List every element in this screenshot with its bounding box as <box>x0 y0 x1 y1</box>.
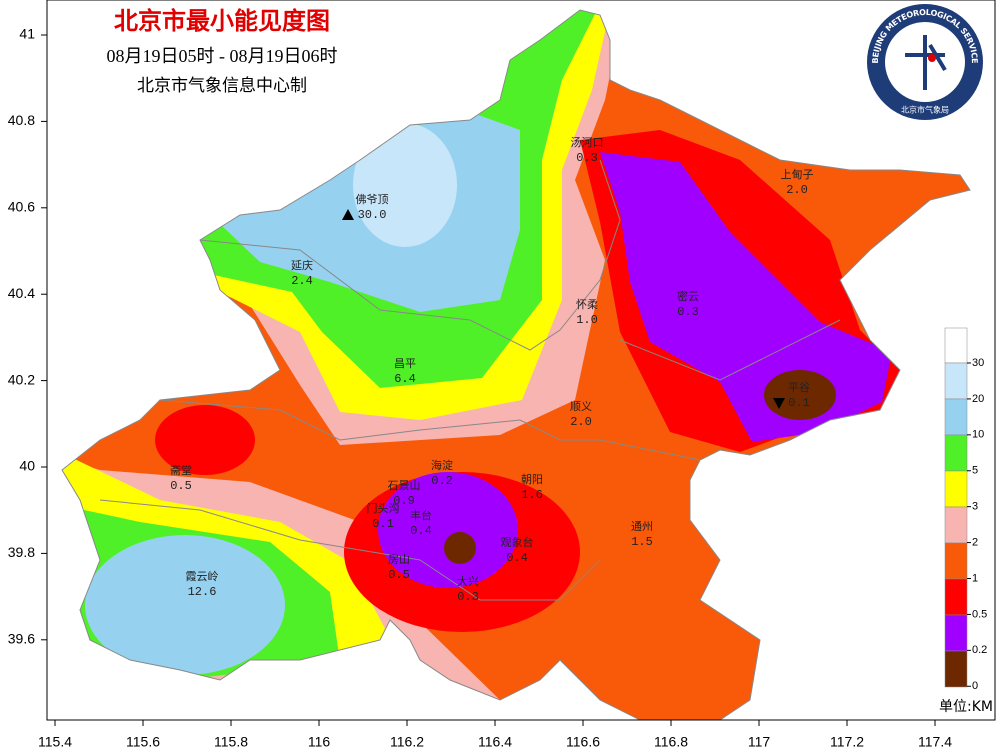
station-value: 1.5 <box>631 535 653 549</box>
issuer: 北京市气象信息中心制 <box>137 76 307 96</box>
station-value: 0.5 <box>388 568 410 582</box>
legend-tick-label: 20 <box>972 393 984 405</box>
station-value: 12.6 <box>188 585 217 599</box>
station-value: 0.5 <box>170 479 192 493</box>
station-name: 海淀 <box>431 458 453 472</box>
station-name: 怀柔 <box>576 298 598 311</box>
station-name: 延庆 <box>291 258 313 272</box>
max-marker <box>342 209 354 220</box>
legend-swatch <box>944 614 968 652</box>
legend-tick-label: 0.5 <box>972 608 987 620</box>
min-marker <box>773 398 785 409</box>
y-tick-label: 40.4 <box>8 285 35 301</box>
axes: 115.4 115.6 115.8 116 116.2 116.4 116.6 116.8 11… <box>8 26 952 750</box>
district-borders <box>61 9 971 721</box>
y-tick-label: 40.8 <box>8 112 35 128</box>
legend-swatch <box>944 362 968 400</box>
x-tick-label: 115.8 <box>214 734 248 750</box>
station-value: 0.2 <box>431 474 453 488</box>
station-value: 0.3 <box>677 305 699 319</box>
legend-tick-label: 3 <box>972 501 978 513</box>
time-range: 08月19日05时 - 08月19日06时 <box>107 46 338 66</box>
y-tick-label: 40.2 <box>8 371 35 387</box>
station-value: 0.1 <box>788 396 810 410</box>
x-tick-label: 117 <box>748 734 771 750</box>
station-name: 顺义 <box>570 400 592 413</box>
x-tick-label: 116.6 <box>566 734 600 750</box>
station-value: 2.4 <box>291 274 313 288</box>
station-name: 斋堂 <box>170 463 192 477</box>
map-title: 北京市最小能见度图 <box>114 7 330 35</box>
x-tick-label: 115.4 <box>38 734 72 750</box>
legend-swatch <box>944 327 968 364</box>
legend-unit: 单位:KM <box>939 699 993 715</box>
station-name: 石景山 <box>388 479 421 492</box>
x-tick-label: 116.4 <box>478 734 512 750</box>
legend-tick-label: 30 <box>972 357 984 369</box>
x-tick-label: 116 <box>308 734 331 750</box>
y-tick-label: 40.6 <box>8 199 35 215</box>
legend-swatch <box>944 578 968 616</box>
station-name: 门头沟 <box>367 501 400 515</box>
station-name: 霞云岭 <box>186 569 219 583</box>
station-value: 0.1 <box>372 517 394 531</box>
stations: 佛爷顶 30.0 汤河口 0.3 上甸子 2.0 延庆 2.4 怀柔 1.0 密云 0.3 昌平 6.4 平… <box>170 135 814 604</box>
legend-tick-label: 5 <box>972 465 978 477</box>
station-name: 昌平 <box>394 357 416 370</box>
station-value: 0.4 <box>410 524 432 538</box>
station-value: 2.0 <box>570 415 592 429</box>
station-name: 朝阳 <box>521 473 543 486</box>
legend-swatch <box>944 398 968 436</box>
y-tick-label: 40 <box>19 458 35 474</box>
station-name: 上甸子 <box>781 168 814 181</box>
station-name: 佛爷顶 <box>356 192 389 206</box>
legend-tick-label: 0.2 <box>972 644 987 656</box>
logo: BEIJING METEOROLOGICAL SERVICE 北京市气象局 <box>867 4 983 120</box>
x-tick-label: 116.2 <box>390 734 424 750</box>
x-tick-label: 116.8 <box>654 734 688 750</box>
legend-swatch <box>944 434 968 472</box>
legend-swatch <box>944 506 968 544</box>
y-tick-label: 41 <box>19 26 35 42</box>
station-value: 0.3 <box>457 590 479 604</box>
legend-tick-label: 2 <box>972 536 978 548</box>
station-name: 大兴 <box>457 574 479 588</box>
station-value: 2.0 <box>786 183 808 197</box>
station-name: 通州 <box>631 520 653 533</box>
y-tick-label: 39.6 <box>8 631 35 647</box>
legend-swatch <box>944 470 968 508</box>
plot-frame <box>46 0 996 721</box>
x-tick-label: 117.4 <box>918 734 952 750</box>
x-tick-label: 115.6 <box>126 734 160 750</box>
station-value: 0.9 <box>393 494 415 508</box>
station-name: 密云 <box>677 289 699 303</box>
station-value: 6.4 <box>394 372 416 386</box>
station-value: 30.0 <box>358 208 387 222</box>
logo-name: 北京市气象局 <box>901 105 949 115</box>
station-value: 1.6 <box>521 488 543 502</box>
legend-swatch <box>944 542 968 580</box>
x-tick-label: 117.2 <box>830 734 864 750</box>
legend-swatch <box>944 650 968 688</box>
station-value: 0.3 <box>576 151 598 165</box>
legend: 30 20 10 5 3 2 1 0.5 0.2 0 单位:KM <box>939 327 993 715</box>
station-name: 平谷 <box>788 381 810 394</box>
station-value: 1.0 <box>576 313 598 327</box>
station-name: 房山 <box>388 553 410 566</box>
station-name: 汤河口 <box>571 135 604 149</box>
station-name: 丰台 <box>410 508 432 522</box>
station-name: 观象台 <box>501 535 534 549</box>
legend-tick-label: 1 <box>972 572 978 584</box>
legend-tick-label: 0 <box>972 680 978 692</box>
y-tick-label: 39.8 <box>8 544 35 560</box>
station-value: 0.4 <box>506 551 528 565</box>
legend-tick-label: 10 <box>972 429 984 441</box>
